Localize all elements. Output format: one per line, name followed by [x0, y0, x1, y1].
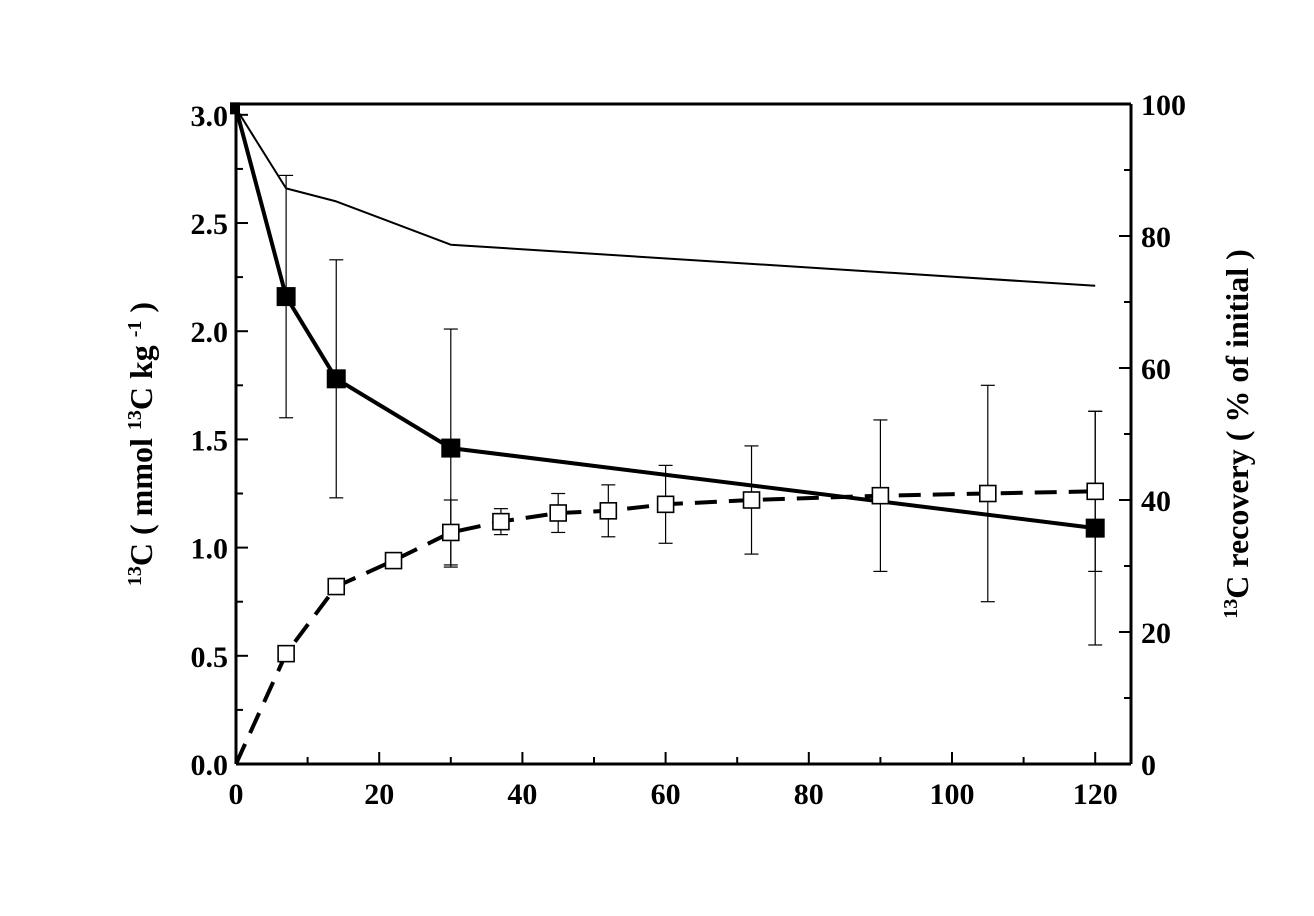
data-point-open-square	[656, 495, 675, 514]
left-axis-title-post: )	[123, 302, 159, 321]
data-point-filled-square	[441, 438, 461, 458]
data-point-open-square	[441, 523, 460, 542]
y-left-tick-label: 2.5	[191, 208, 229, 241]
left-axis-title-mid: C kg	[123, 337, 159, 410]
y-left-tick-label: 2.0	[191, 316, 229, 349]
data-point-open-square	[599, 502, 618, 520]
x-tick-label: 100	[930, 778, 975, 811]
y-left-tick-label: 0.0	[191, 749, 229, 782]
left-axis-title-pre: C ( mmol	[123, 430, 159, 566]
data-point-open-square	[978, 484, 997, 503]
x-tick-label: 20	[364, 778, 394, 811]
data-point-open-square	[384, 551, 403, 570]
y-right-tick-label: 60	[1141, 353, 1171, 386]
y-right-tick-label: 20	[1141, 617, 1171, 650]
y-left-tick-label: 1.0	[191, 533, 229, 566]
y-left-tick-label: 1.5	[191, 424, 229, 457]
left-axis-title-sup2: 13	[124, 410, 146, 430]
data-point-open-square	[277, 644, 295, 663]
x-tick-label: 120	[1073, 778, 1118, 811]
x-tick-label: 80	[794, 778, 824, 811]
right-axis-ticks: 0 20 40 60 80 100	[1119, 89, 1186, 782]
series-2	[234, 384, 1104, 765]
data-point-open-square	[1086, 482, 1104, 501]
data-point-open-square	[742, 491, 761, 509]
left-axis-title-sup3: -1	[124, 321, 146, 338]
data-point-initial	[230, 102, 240, 115]
series-1	[235, 107, 1096, 287]
x-axis-ticks: 0 20 40 60 80 100 120	[229, 752, 1118, 811]
right-axis-title-text: C recovery ( % of initial )	[1219, 249, 1255, 599]
y-right-tick-label: 80	[1141, 221, 1171, 254]
data-point-open-square	[327, 577, 346, 596]
right-axis-title-sup: 13	[1220, 599, 1242, 619]
x-tick-label: 40	[507, 778, 537, 811]
data-point-filled-square	[326, 369, 346, 389]
left-axis-ticks: 0.0 0.5 1.0 1.5 2.0 2.5 3.0	[191, 100, 248, 782]
series-layer	[230, 102, 1105, 765]
data-point-open-square	[871, 486, 890, 505]
y-right-tick-label: 100	[1141, 89, 1186, 122]
series-line	[235, 107, 1096, 287]
left-axis-title: 13C ( mmol 13C kg -1 )	[123, 302, 159, 586]
x-tick-label: 60	[651, 778, 681, 811]
x-tick-label: 0	[229, 778, 244, 811]
y-left-tick-label: 3.0	[191, 100, 229, 133]
data-point-open-square	[549, 504, 568, 522]
data-point-open-square	[492, 512, 510, 531]
y-right-tick-label: 0	[1141, 749, 1156, 782]
data-point-filled-square	[276, 287, 296, 307]
right-axis-title: 13C recovery ( % of initial )	[1219, 249, 1255, 619]
y-left-tick-label: 0.5	[191, 641, 229, 674]
left-axis-title-sup1: 13	[124, 566, 146, 586]
y-right-tick-label: 40	[1141, 485, 1171, 518]
